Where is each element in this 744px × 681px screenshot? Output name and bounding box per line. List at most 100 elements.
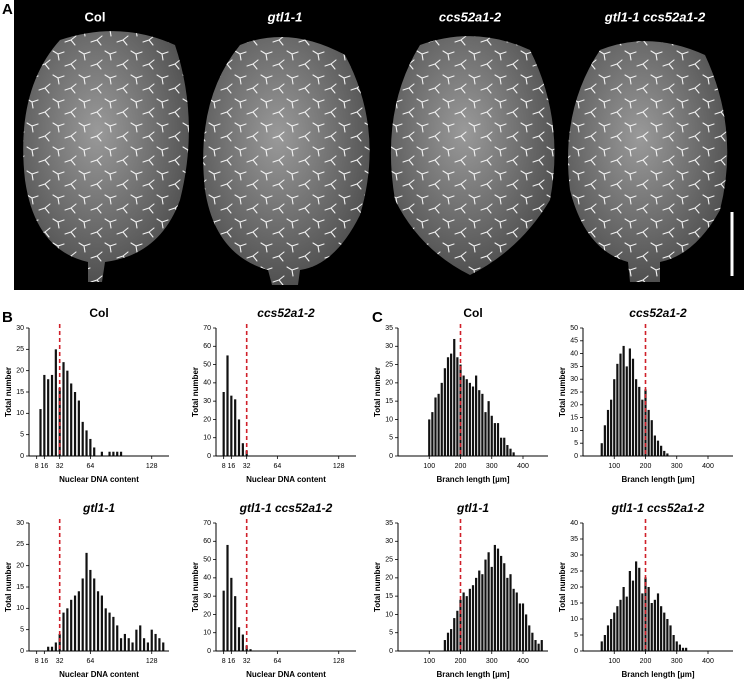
x-tick-label: 16	[40, 658, 48, 665]
bar	[650, 420, 653, 456]
y-tick-label: 15	[16, 389, 24, 396]
bar	[525, 614, 528, 651]
bar	[234, 399, 237, 456]
bar	[81, 578, 84, 651]
y-axis-label: Total number	[558, 367, 567, 417]
y-tick-label: 20	[203, 416, 211, 423]
bar	[528, 625, 531, 651]
bar	[493, 423, 496, 456]
panel-letter: C	[372, 309, 383, 326]
y-tick-label: 40	[203, 380, 211, 387]
y-tick-label: 10	[385, 416, 393, 423]
bar	[230, 395, 233, 456]
y-tick-label: 5	[20, 432, 24, 439]
y-tick-label: 10	[16, 605, 24, 612]
bar	[450, 629, 453, 651]
chart-title: gtl1-1 ccs52a1-2	[611, 501, 705, 515]
y-tick-label: 35	[385, 520, 393, 527]
trichomes	[23, 31, 189, 282]
y-tick-label: 0	[574, 453, 578, 460]
chart-title: ccs52a1-2	[629, 306, 687, 320]
x-tick-label: 32	[56, 463, 64, 470]
bar	[518, 603, 521, 651]
x-tick-label: 100	[423, 658, 435, 665]
bar	[162, 642, 165, 651]
bar	[73, 392, 77, 456]
bar	[606, 625, 610, 651]
x-tick-label: 128	[146, 658, 158, 665]
panel-letter: B	[2, 309, 13, 326]
y-tick-label: 35	[570, 536, 578, 543]
x-tick-label: 64	[86, 463, 94, 470]
trichomes	[390, 36, 555, 275]
bar	[610, 619, 613, 651]
x-tick-label: 200	[640, 463, 652, 470]
y-tick-label: 40	[570, 520, 578, 527]
x-tick-label: 64	[273, 658, 281, 665]
y-tick-label: 25	[570, 389, 578, 396]
trichomes	[568, 41, 728, 282]
y-tick-label: 25	[16, 346, 24, 353]
x-tick-label: 64	[86, 658, 94, 665]
bar	[135, 629, 138, 651]
bar	[123, 633, 126, 651]
y-tick-label: 30	[203, 398, 211, 405]
bar	[456, 610, 459, 651]
x-axis-label: Nuclear DNA content	[59, 475, 139, 484]
bar	[241, 443, 244, 456]
x-tick-label: 100	[608, 463, 620, 470]
bar	[108, 612, 111, 651]
bar	[226, 355, 229, 456]
x-tick-label: 100	[423, 463, 435, 470]
bar	[96, 591, 100, 651]
bar	[50, 374, 54, 456]
y-tick-label: 30	[570, 376, 578, 383]
bar	[619, 599, 622, 651]
x-tick-label: 8	[35, 658, 39, 665]
bar	[54, 642, 57, 651]
bar	[468, 588, 471, 651]
y-tick-label: 25	[570, 568, 578, 575]
bar	[104, 608, 107, 651]
x-tick-label: 400	[517, 463, 529, 470]
chart-title: Col	[89, 306, 108, 320]
bar	[222, 392, 225, 456]
y-tick-label: 35	[385, 325, 393, 332]
chart-title: gtl1-1 ccs52a1-2	[239, 501, 333, 515]
bar	[506, 577, 509, 651]
genotype-label: gtl1-1 ccs52a1-2	[604, 9, 706, 24]
y-tick-label: 0	[20, 453, 24, 460]
bar	[666, 453, 669, 456]
bar	[509, 448, 512, 456]
bar	[440, 382, 443, 456]
bar	[660, 445, 663, 456]
bar	[66, 608, 69, 651]
bar	[450, 353, 453, 456]
y-tick-label: 60	[203, 343, 211, 350]
bar	[465, 379, 468, 456]
bar	[77, 591, 80, 651]
bar	[93, 447, 96, 456]
y-tick-label: 0	[389, 648, 393, 655]
bar	[478, 570, 481, 651]
x-tick-label: 200	[455, 658, 467, 665]
chart-title: ccs52a1-2	[257, 306, 315, 320]
y-tick-label: 20	[203, 611, 211, 618]
bar	[39, 409, 42, 456]
bar	[462, 375, 465, 456]
bar	[116, 451, 119, 456]
bar	[237, 627, 241, 651]
bar	[58, 633, 61, 651]
y-tick-label: 20	[570, 402, 578, 409]
bar	[512, 588, 515, 651]
bar	[647, 587, 650, 651]
bar	[154, 633, 157, 651]
bar	[453, 338, 456, 456]
y-tick-label: 0	[207, 648, 211, 655]
y-axis-label: Total number	[191, 562, 200, 612]
bar	[43, 374, 46, 456]
bar	[625, 366, 628, 456]
bar	[66, 370, 69, 456]
bar	[616, 606, 619, 651]
y-tick-label: 30	[570, 552, 578, 559]
